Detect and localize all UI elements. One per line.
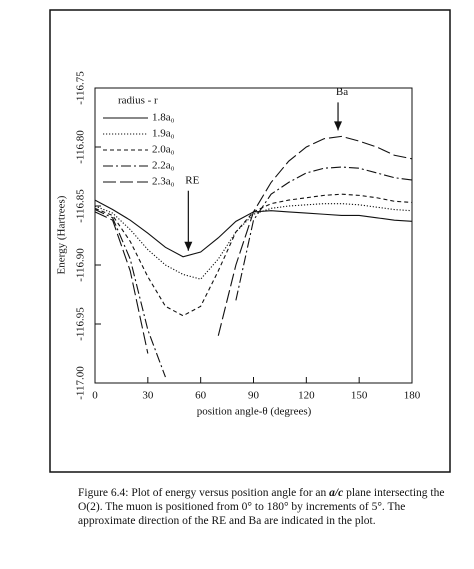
y-tick-label: -116.85 [75, 189, 87, 223]
caption-emphasis: a/c [329, 487, 344, 499]
y-tick-label: -116.80 [75, 130, 87, 164]
x-axis-label: position angle-θ (degrees) [197, 406, 312, 418]
x-tick-label: 180 [404, 390, 421, 402]
series-line [95, 199, 412, 258]
x-tick-label: 120 [298, 390, 315, 402]
y-tick-label: -116.95 [75, 307, 87, 341]
legend-box [100, 92, 212, 190]
x-tick-label: 150 [351, 390, 368, 402]
x-tick-label: 0 [92, 390, 98, 402]
arrow-head [184, 241, 193, 251]
caption-text: Figure 6.4: Plot of energy versus positi… [78, 487, 330, 499]
annotation-label: RE [185, 174, 199, 186]
legend-label: 2.2a₀ [152, 160, 175, 172]
y-tick-label: -117.00 [75, 366, 87, 400]
series-line [95, 166, 412, 378]
legend-title: radius - r [118, 95, 158, 107]
x-tick-label: 30 [142, 390, 154, 402]
y-tick-label: -116.75 [75, 71, 87, 105]
arrow-head [334, 121, 343, 131]
y-tick-label: -116.90 [75, 248, 87, 282]
series-line [95, 203, 412, 280]
x-tick-label: 90 [248, 390, 260, 402]
figure-frame [49, 9, 451, 473]
legend-label: 2.3a₀ [152, 176, 175, 188]
legend-label: 2.0a₀ [152, 144, 175, 156]
caption-text: plane intersecting the O(2). The muon is… [78, 487, 445, 527]
caption: Figure 6.4: Plot of energy versus positi… [78, 486, 458, 528]
y-axis-label: Energy (Hartrees) [56, 195, 68, 274]
annotation-label: Ba [336, 86, 348, 98]
legend-label: 1.9a₀ [152, 128, 175, 140]
x-tick-label: 60 [195, 390, 207, 402]
legend-label: 1.8a₀ [152, 112, 175, 124]
series-line [95, 135, 412, 354]
